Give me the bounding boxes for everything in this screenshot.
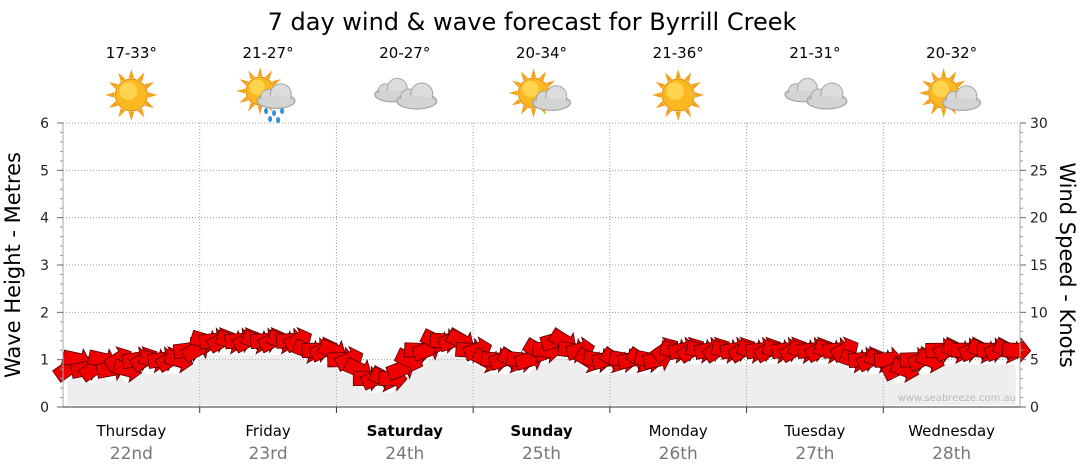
sun-icon: [105, 69, 158, 121]
day-name-label: Monday: [649, 422, 708, 440]
right-tick-label: 10: [1030, 305, 1048, 321]
right-axis-title: Wind Speed - Knots: [1055, 162, 1079, 367]
day-name-label: Thursday: [95, 422, 166, 440]
left-tick-label: 6: [40, 116, 49, 132]
gridlines: [63, 122, 1020, 413]
left-tick-label: 0: [40, 400, 49, 416]
left-axis-title: Wave Height - Metres: [1, 152, 25, 378]
wave-height-area: [67, 354, 1016, 405]
left-tick-label: 5: [40, 163, 49, 179]
watermark: www.seabreeze.com.au: [898, 393, 1016, 404]
day-date-label: 23rd: [249, 444, 288, 464]
day-name-label: Wednesday: [908, 422, 995, 440]
right-tick-label: 30: [1030, 116, 1048, 132]
left-axis-ticks: 0 1 2 3 4 5 6: [40, 116, 63, 416]
day-name-label: Saturday: [367, 422, 444, 440]
day-date-label: 26th: [659, 444, 698, 464]
cloud-icon: [374, 77, 438, 110]
right-tick-label: 20: [1030, 211, 1048, 227]
right-tick-label: 5: [1030, 353, 1039, 369]
partly-cloudy-icon: [918, 68, 982, 118]
sun-icon: [652, 69, 705, 121]
day-temp-range: 21-31°: [789, 44, 840, 62]
day-temp-range: 20-32°: [926, 44, 977, 62]
day-temp-range: 21-36°: [653, 44, 704, 62]
day-date-label: 22nd: [110, 444, 153, 464]
cloud-icon: [784, 77, 848, 110]
right-tick-label: 15: [1030, 258, 1048, 274]
left-tick-label: 3: [40, 258, 49, 274]
day-name-label: Friday: [245, 422, 291, 440]
day-temp-range: 20-27°: [379, 44, 430, 62]
day-temp-range: 21-27°: [243, 44, 294, 62]
day-name-label: Tuesday: [783, 422, 845, 440]
day-name-label: Sunday: [510, 422, 573, 440]
right-tick-label: 0: [1030, 400, 1039, 416]
rain-cloud-sun-icon: [236, 67, 296, 123]
day-labels: Thursday 22nd Friday 23rd Saturday 24th Sunday…: [95, 422, 995, 464]
partly-cloudy-icon: [508, 68, 571, 118]
forecast-row: 17-33° 21-27° 20-27° 20-34° 21-36° 21-31° 20-3…: [105, 44, 982, 123]
wave-shadow: [67, 354, 1016, 405]
left-tick-label: 2: [40, 305, 49, 321]
day-date-label: 28th: [932, 444, 971, 464]
wind-arrow: [1002, 337, 1032, 364]
right-tick-label: 25: [1030, 163, 1048, 179]
left-tick-label: 1: [40, 353, 49, 369]
left-tick-label: 4: [40, 211, 49, 227]
right-axis-ticks: 0 5 10 15 20 25 30: [1020, 116, 1048, 416]
day-temp-range: 20-34°: [516, 44, 567, 62]
day-date-label: 27th: [795, 444, 834, 464]
chart-title: 7 day wind & wave forecast for Byrrill C…: [268, 8, 797, 36]
day-date-label: 24th: [385, 444, 424, 464]
day-temp-range: 17-33°: [106, 44, 157, 62]
day-date-label: 25th: [522, 444, 561, 464]
wind-arrow-series: [52, 326, 1032, 393]
